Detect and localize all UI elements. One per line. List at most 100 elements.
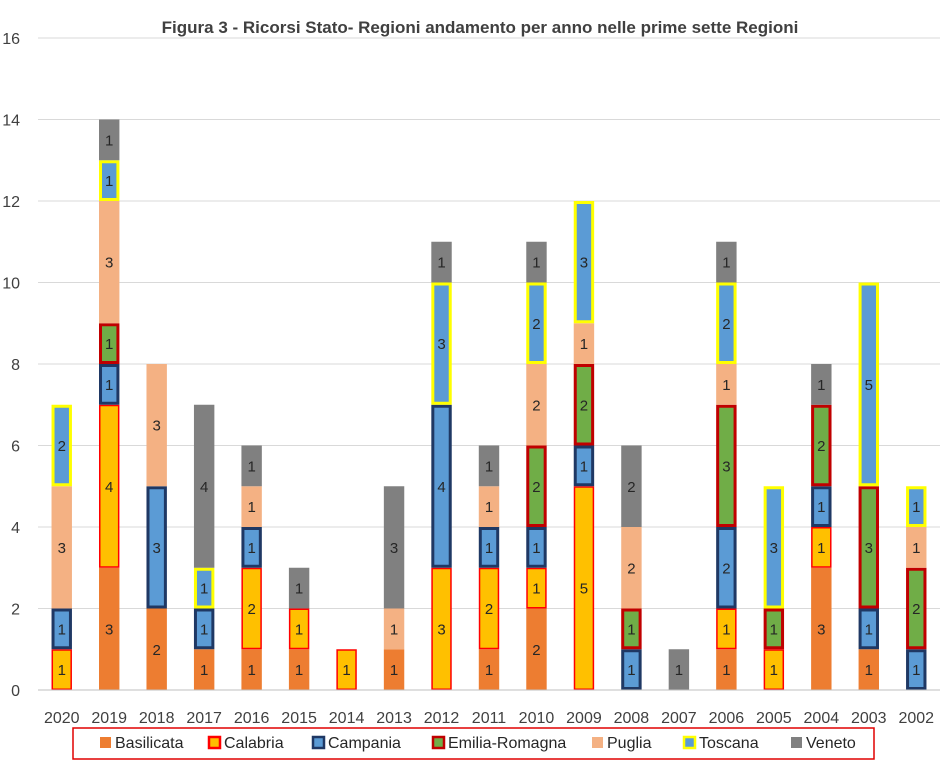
data-label: 1 [912,499,920,516]
bars: 1 1 3 2 3 4 1 1 3 1 1 2 3 3 1 1 1 4 1 2 1 1 1 1 1 1 1 1 1 3 3 4 3 1 1 2 1 1 1 2… [51,119,927,690]
data-label: 1 [105,377,113,394]
bar-segment [716,608,737,650]
x-tick-label: 2006 [709,710,745,727]
data-label: 1 [675,662,683,679]
data-label: 1 [722,621,730,638]
bar-segment [858,282,879,487]
data-label: 1 [247,540,255,557]
data-label: 2 [247,601,255,618]
bar-segment [858,649,879,690]
y-tick-label: 0 [11,683,20,700]
bar-segment [478,445,500,487]
data-label: 2 [58,438,66,455]
legend-label: Toscana [699,735,759,752]
bar-segment [716,527,737,609]
data-label: 1 [770,662,778,679]
bar-segment [906,649,927,690]
bar-segment [858,486,879,609]
bar-segment [146,486,167,609]
x-tick-label: 2012 [424,710,460,727]
chart-title: Figura 3 - Ricorsi Stato- Regioni andame… [162,18,799,37]
data-label: 1 [390,621,398,638]
data-label: 3 [153,540,161,557]
data-label: 1 [295,621,303,638]
data-label: 1 [437,255,445,272]
data-label: 2 [532,397,540,414]
y-tick-label: 6 [11,439,20,456]
bar-segment [431,241,452,283]
data-label: 2 [153,642,161,659]
x-tick-label: 2008 [614,710,650,727]
data-label: 1 [627,621,635,638]
data-label: 1 [532,540,540,557]
legend-label: Campania [328,735,401,752]
data-label: 2 [627,479,635,496]
y-tick-label: 2 [11,602,20,619]
bar-segment [288,608,310,650]
data-label: 1 [580,336,588,353]
bar-segment [526,567,547,609]
data-label: 1 [200,621,208,638]
data-label: 1 [390,662,398,679]
bar-segment [716,241,737,283]
legend-swatch [682,735,697,750]
data-label: 1 [532,255,540,272]
y-axis: 0 2 4 6 8 10 12 14 16 [2,31,20,700]
bar-segment [383,486,405,609]
data-label: 1 [770,621,778,638]
y-tick-label: 16 [2,31,20,48]
legend-swatch [431,735,446,750]
data-label: 1 [485,499,493,516]
data-label: 2 [722,316,730,333]
data-label: 1 [912,662,920,679]
bar-segment [906,567,927,650]
data-label: 2 [485,601,493,618]
data-label: 1 [817,540,825,557]
bar-segment [51,649,72,690]
bar-segment [478,486,500,527]
bar-segment [573,323,595,364]
y-tick-label: 8 [11,357,20,374]
bar-segment [288,567,310,609]
bar-segment [858,608,879,650]
bar-segment [573,201,595,324]
bar-segment [193,567,215,609]
data-label: 1 [865,662,873,679]
bar-segment [526,364,547,446]
bar-segment [621,649,642,690]
data-label: 2 [532,642,540,659]
legend-label: Veneto [806,735,856,752]
legend-swatch [791,737,802,748]
bar-segment [241,445,262,487]
x-tick-label: 2011 [472,710,507,727]
bar-segment [193,608,215,650]
x-tick-label: 2018 [139,710,175,727]
bar-segment [478,567,500,650]
bar-segment [193,404,215,568]
legend-label: Emilia-Romagna [448,735,566,752]
data-label: 1 [105,336,113,353]
bar-segment [383,649,405,690]
data-label: 1 [485,458,493,475]
bar-segment [99,404,120,568]
data-label: 1 [200,662,208,679]
bar-segment [668,649,690,690]
data-label: 1 [912,540,920,557]
data-label: 1 [817,377,825,394]
data-label: 3 [105,621,113,638]
bar-segment [526,282,547,364]
data-label: 3 [153,418,161,435]
x-tick-label: 2015 [281,710,317,727]
bar-segment [811,364,832,405]
x-axis: 2020 2019 2018 2017 2016 2015 2014 2013 2012 2011… [38,689,940,727]
bar-segment [573,445,595,487]
x-tick-label: 2004 [804,710,840,727]
data-label: 2 [580,397,588,414]
bar-segment [763,649,785,690]
bar-segment [193,649,215,690]
y-tick-label: 14 [2,113,20,130]
data-label: 1 [722,377,730,394]
data-label: 1 [342,662,350,679]
bar-segment [526,445,547,527]
bar-segment [478,649,500,690]
